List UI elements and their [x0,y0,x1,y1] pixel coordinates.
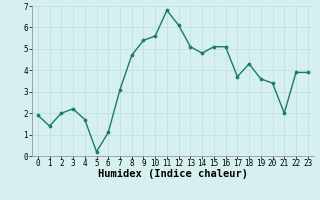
X-axis label: Humidex (Indice chaleur): Humidex (Indice chaleur) [98,169,248,179]
